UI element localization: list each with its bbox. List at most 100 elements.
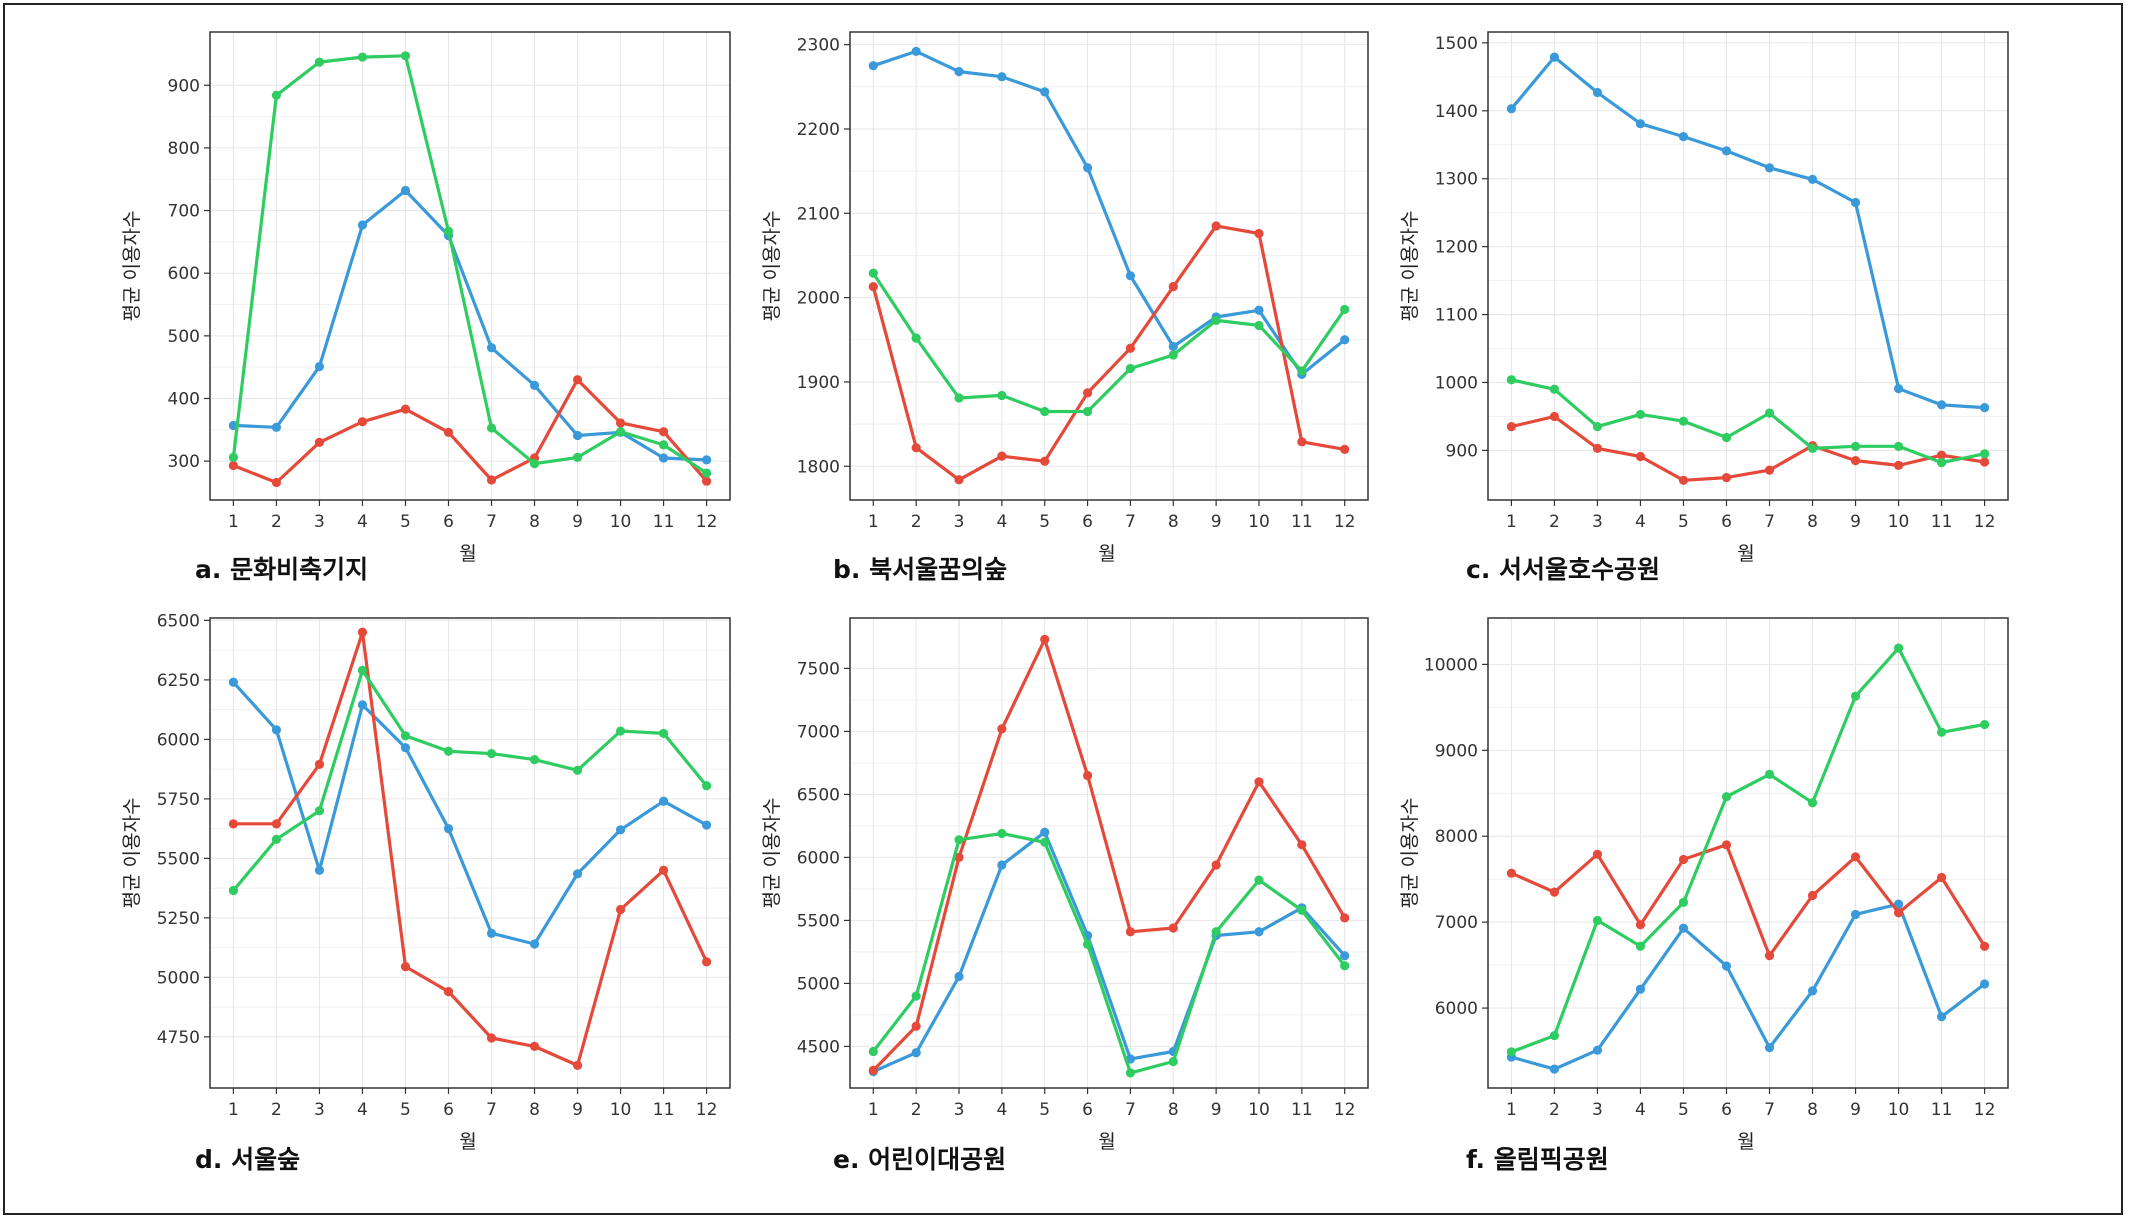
data-point — [1297, 437, 1307, 447]
x-tick-label: 7 — [1764, 512, 1775, 532]
data-point — [954, 393, 964, 403]
x-tick-label: 11 — [653, 512, 675, 532]
data-point — [529, 939, 540, 949]
y-tick-label: 5500 — [157, 849, 200, 869]
data-point — [1506, 375, 1516, 385]
data-point — [1549, 384, 1560, 394]
data-point — [1678, 897, 1689, 908]
data-point — [1549, 411, 1560, 422]
x-tick-label: 5 — [1678, 512, 1689, 532]
data-point — [1082, 163, 1093, 173]
series-green — [1506, 375, 1990, 468]
data-point — [658, 796, 669, 806]
data-point — [271, 819, 282, 829]
x-axis-title: 월 — [1737, 1131, 1754, 1153]
data-point — [1040, 837, 1050, 847]
x-tick-label: 9 — [1850, 512, 1861, 532]
x-axis-title: 월 — [459, 1131, 476, 1153]
y-axis-title: 평균 이용자수 — [761, 211, 783, 322]
data-point — [1721, 146, 1732, 156]
data-point — [529, 1041, 540, 1051]
data-point — [1807, 890, 1818, 901]
data-point — [1168, 350, 1178, 360]
x-tick-label: 9 — [572, 512, 583, 532]
series-line-blue — [233, 188, 707, 462]
series-green — [1506, 643, 1990, 1057]
series-blue — [1506, 899, 1990, 1074]
series-green — [868, 268, 1350, 417]
data-point — [357, 220, 368, 230]
x-axis-title: 월 — [1098, 1131, 1115, 1153]
data-point — [1764, 408, 1775, 418]
data-point — [997, 724, 1007, 734]
x-tick-label: 8 — [1807, 512, 1818, 532]
data-point — [1635, 941, 1646, 951]
data-point — [1980, 449, 1990, 459]
data-point — [1297, 366, 1307, 376]
y-tick-label: 400 — [168, 390, 200, 410]
gridlines — [850, 618, 1368, 1088]
data-point — [1040, 456, 1050, 466]
data-point — [486, 423, 497, 433]
data-point — [997, 390, 1007, 401]
x-tick-label: 1 — [1506, 1100, 1517, 1120]
data-point — [997, 828, 1007, 839]
x-tick-label: 9 — [572, 1100, 583, 1120]
gridlines — [210, 32, 730, 500]
data-point — [1721, 472, 1732, 483]
data-point — [1254, 320, 1264, 331]
y-tick-label: 6000 — [797, 848, 840, 868]
x-tick-label: 6 — [443, 1100, 454, 1120]
series-blue — [228, 677, 712, 949]
y-tick-label: 4750 — [157, 1028, 200, 1048]
x-tick-label: 12 — [1334, 512, 1356, 532]
data-point — [1850, 456, 1861, 466]
data-point — [615, 904, 626, 915]
x-tick-label: 5 — [1678, 1100, 1689, 1120]
series-line-blue — [1510, 55, 1985, 410]
panel-caption: f. 올림픽공원 — [1466, 1145, 1609, 1174]
x-tick-label: 11 — [1291, 512, 1313, 532]
data-point — [911, 443, 921, 453]
gridlines — [850, 32, 1368, 500]
data-point — [1635, 451, 1646, 462]
series-line-green — [1511, 378, 1985, 465]
x-tick-label: 3 — [954, 512, 965, 532]
data-point — [1936, 400, 1947, 410]
data-point — [1592, 443, 1603, 453]
data-point — [1340, 951, 1350, 961]
data-point — [314, 437, 325, 447]
data-point — [314, 361, 325, 372]
data-point — [658, 427, 669, 437]
data-point — [1506, 104, 1516, 114]
data-point — [400, 185, 411, 196]
data-point — [529, 754, 540, 765]
data-point — [529, 459, 540, 469]
data-point — [1936, 872, 1947, 883]
data-point — [702, 820, 712, 830]
y-tick-label: 1200 — [1435, 238, 1478, 258]
data-point — [702, 476, 712, 486]
data-point — [868, 1065, 878, 1075]
data-point — [1721, 961, 1732, 971]
data-point — [911, 333, 921, 343]
y-tick-label: 7000 — [1435, 913, 1478, 933]
x-tick-label: 10 — [610, 1100, 632, 1120]
series-red — [228, 375, 712, 488]
data-point — [572, 765, 583, 775]
data-point — [271, 834, 282, 844]
data-point — [1082, 388, 1093, 398]
y-tick-label: 1000 — [1435, 373, 1478, 393]
x-tick-label: 1 — [228, 1100, 239, 1120]
series-line-red — [232, 378, 708, 485]
series-line-red — [1510, 843, 1986, 958]
y-axis-title: 평균 이용자수 — [761, 798, 783, 909]
data-point — [314, 759, 325, 769]
series-blue — [1506, 52, 1990, 413]
x-tick-label: 9 — [1850, 1100, 1861, 1120]
series-green — [228, 665, 712, 896]
data-point — [400, 51, 411, 61]
data-point — [954, 475, 964, 485]
x-tick-label: 2 — [1549, 1100, 1560, 1120]
data-point — [1211, 860, 1221, 870]
